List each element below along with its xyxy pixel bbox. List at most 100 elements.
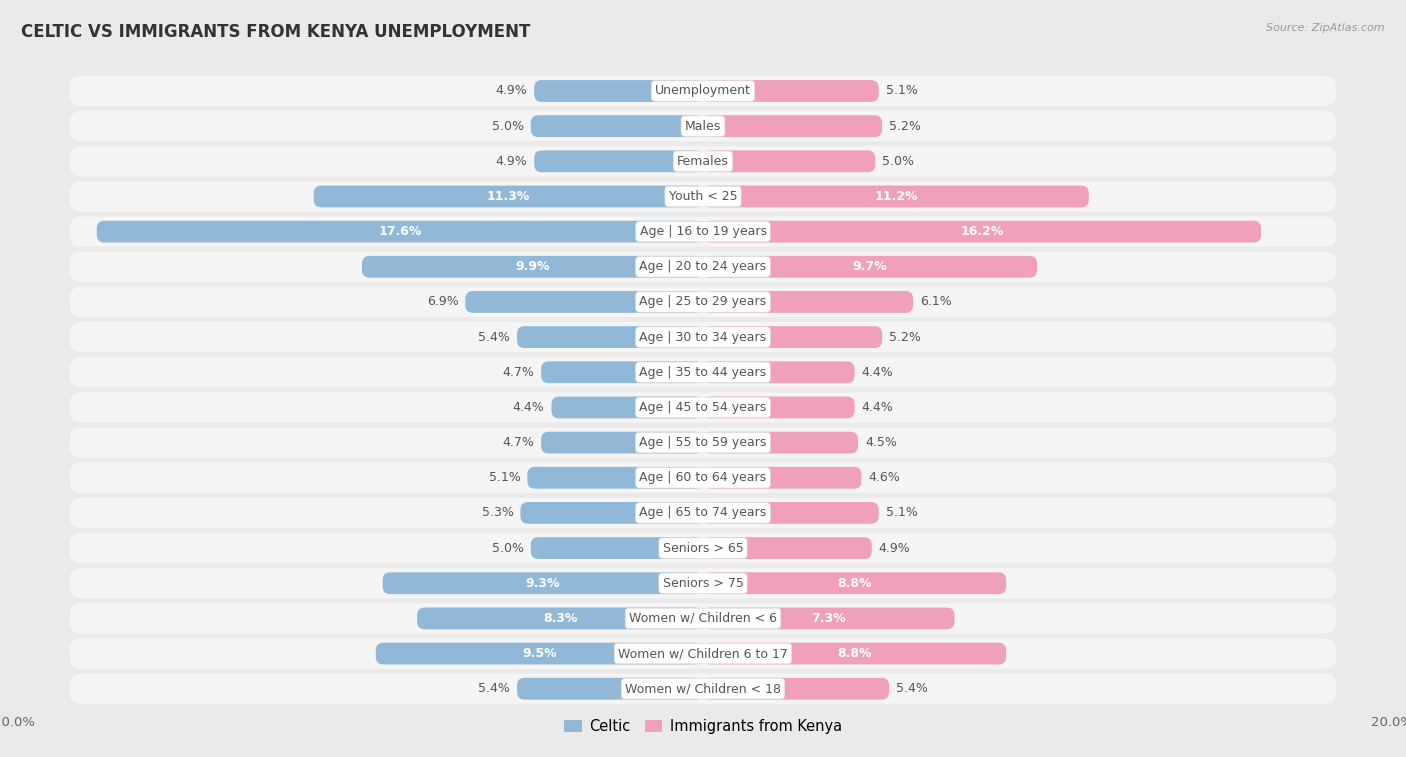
FancyBboxPatch shape (703, 572, 1007, 594)
Text: Females: Females (678, 155, 728, 168)
Text: 5.0%: 5.0% (882, 155, 914, 168)
Text: 8.3%: 8.3% (543, 612, 578, 625)
FancyBboxPatch shape (465, 291, 703, 313)
Text: 4.4%: 4.4% (513, 401, 544, 414)
FancyBboxPatch shape (97, 221, 703, 242)
FancyBboxPatch shape (69, 75, 1337, 107)
Text: 9.7%: 9.7% (853, 260, 887, 273)
Text: 4.6%: 4.6% (869, 472, 900, 484)
FancyBboxPatch shape (703, 608, 955, 629)
FancyBboxPatch shape (69, 357, 1337, 388)
FancyBboxPatch shape (703, 431, 858, 453)
Text: Women w/ Children < 6: Women w/ Children < 6 (628, 612, 778, 625)
FancyBboxPatch shape (69, 462, 1337, 494)
FancyBboxPatch shape (703, 151, 875, 172)
Text: 5.1%: 5.1% (488, 472, 520, 484)
Text: Seniors > 75: Seniors > 75 (662, 577, 744, 590)
Text: 11.3%: 11.3% (486, 190, 530, 203)
Text: Age | 20 to 24 years: Age | 20 to 24 years (640, 260, 766, 273)
FancyBboxPatch shape (69, 321, 1337, 353)
Text: 4.4%: 4.4% (862, 401, 893, 414)
Text: 5.4%: 5.4% (478, 331, 510, 344)
FancyBboxPatch shape (375, 643, 703, 665)
Text: Age | 45 to 54 years: Age | 45 to 54 years (640, 401, 766, 414)
FancyBboxPatch shape (69, 568, 1337, 599)
FancyBboxPatch shape (703, 80, 879, 102)
Text: 4.9%: 4.9% (495, 85, 527, 98)
Text: CELTIC VS IMMIGRANTS FROM KENYA UNEMPLOYMENT: CELTIC VS IMMIGRANTS FROM KENYA UNEMPLOY… (21, 23, 530, 41)
FancyBboxPatch shape (520, 502, 703, 524)
Text: Age | 65 to 74 years: Age | 65 to 74 years (640, 506, 766, 519)
Text: 17.6%: 17.6% (378, 225, 422, 238)
FancyBboxPatch shape (69, 673, 1337, 705)
Text: 6.1%: 6.1% (920, 295, 952, 308)
Text: 5.3%: 5.3% (482, 506, 513, 519)
Text: 9.3%: 9.3% (526, 577, 560, 590)
Text: 8.8%: 8.8% (838, 647, 872, 660)
FancyBboxPatch shape (703, 467, 862, 489)
FancyBboxPatch shape (703, 256, 1038, 278)
Text: 7.3%: 7.3% (811, 612, 846, 625)
Text: Women w/ Children 6 to 17: Women w/ Children 6 to 17 (619, 647, 787, 660)
FancyBboxPatch shape (703, 537, 872, 559)
Text: Women w/ Children < 18: Women w/ Children < 18 (626, 682, 780, 695)
FancyBboxPatch shape (703, 221, 1261, 242)
FancyBboxPatch shape (69, 181, 1337, 212)
Text: Source: ZipAtlas.com: Source: ZipAtlas.com (1267, 23, 1385, 33)
FancyBboxPatch shape (527, 467, 703, 489)
Text: 11.2%: 11.2% (875, 190, 918, 203)
FancyBboxPatch shape (382, 572, 703, 594)
FancyBboxPatch shape (69, 532, 1337, 564)
FancyBboxPatch shape (703, 291, 912, 313)
Text: 9.9%: 9.9% (515, 260, 550, 273)
Text: 5.4%: 5.4% (478, 682, 510, 695)
Text: 5.1%: 5.1% (886, 506, 918, 519)
FancyBboxPatch shape (314, 185, 703, 207)
FancyBboxPatch shape (69, 497, 1337, 528)
Text: 4.7%: 4.7% (502, 366, 534, 378)
Text: 5.0%: 5.0% (492, 541, 524, 555)
FancyBboxPatch shape (703, 326, 882, 348)
Text: 8.8%: 8.8% (838, 577, 872, 590)
Text: Age | 35 to 44 years: Age | 35 to 44 years (640, 366, 766, 378)
Text: Seniors > 65: Seniors > 65 (662, 541, 744, 555)
Text: Age | 60 to 64 years: Age | 60 to 64 years (640, 472, 766, 484)
Text: Youth < 25: Youth < 25 (669, 190, 737, 203)
FancyBboxPatch shape (517, 326, 703, 348)
Text: Unemployment: Unemployment (655, 85, 751, 98)
Text: 5.0%: 5.0% (492, 120, 524, 132)
FancyBboxPatch shape (703, 115, 882, 137)
FancyBboxPatch shape (534, 151, 703, 172)
Text: Age | 16 to 19 years: Age | 16 to 19 years (640, 225, 766, 238)
Text: Age | 30 to 34 years: Age | 30 to 34 years (640, 331, 766, 344)
FancyBboxPatch shape (703, 643, 1007, 665)
FancyBboxPatch shape (531, 115, 703, 137)
FancyBboxPatch shape (69, 427, 1337, 459)
Text: 4.4%: 4.4% (862, 366, 893, 378)
FancyBboxPatch shape (418, 608, 703, 629)
FancyBboxPatch shape (703, 361, 855, 383)
FancyBboxPatch shape (69, 216, 1337, 248)
FancyBboxPatch shape (69, 251, 1337, 282)
FancyBboxPatch shape (703, 678, 889, 699)
FancyBboxPatch shape (531, 537, 703, 559)
FancyBboxPatch shape (703, 185, 1088, 207)
FancyBboxPatch shape (517, 678, 703, 699)
Text: 5.1%: 5.1% (886, 85, 918, 98)
FancyBboxPatch shape (361, 256, 703, 278)
Text: 6.9%: 6.9% (426, 295, 458, 308)
FancyBboxPatch shape (69, 145, 1337, 177)
Text: 4.7%: 4.7% (502, 436, 534, 449)
Text: 4.9%: 4.9% (495, 155, 527, 168)
Text: Age | 25 to 29 years: Age | 25 to 29 years (640, 295, 766, 308)
Text: 16.2%: 16.2% (960, 225, 1004, 238)
FancyBboxPatch shape (69, 391, 1337, 423)
FancyBboxPatch shape (69, 637, 1337, 669)
Text: Age | 55 to 59 years: Age | 55 to 59 years (640, 436, 766, 449)
Legend: Celtic, Immigrants from Kenya: Celtic, Immigrants from Kenya (558, 713, 848, 740)
FancyBboxPatch shape (69, 603, 1337, 634)
Text: 5.2%: 5.2% (889, 331, 921, 344)
FancyBboxPatch shape (703, 502, 879, 524)
FancyBboxPatch shape (534, 80, 703, 102)
Text: 9.5%: 9.5% (522, 647, 557, 660)
